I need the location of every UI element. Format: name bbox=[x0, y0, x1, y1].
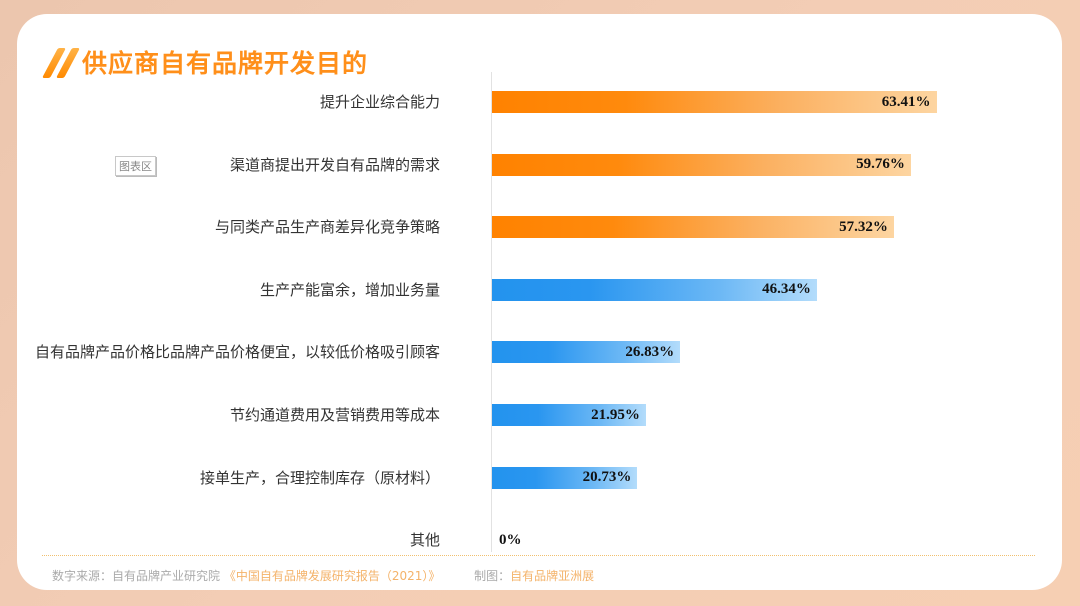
bar[interactable]: 63.41% bbox=[492, 91, 937, 113]
bar[interactable]: 26.83% bbox=[492, 341, 681, 364]
value-label: 26.83% bbox=[625, 343, 675, 360]
bar-row[interactable]: 自有品牌产品价格比品牌产品价格便宜，以较低价格吸引顾客 26.83% bbox=[0, 340, 1045, 364]
source-org: 自有品牌产业研究院 bbox=[112, 569, 221, 583]
value-label: 57.32% bbox=[839, 218, 888, 235]
value-label: 21.95% bbox=[591, 406, 640, 423]
category-label: 生产产能富余，增加业务量 bbox=[259, 280, 440, 299]
double-slash-icon bbox=[40, 44, 80, 80]
bar[interactable]: 21.95% bbox=[492, 404, 646, 426]
bar-row[interactable]: 节约通道费用及营销费用等成本 21.95% bbox=[0, 403, 1045, 427]
category-label: 其他 bbox=[409, 531, 440, 550]
bar[interactable]: 57.32% bbox=[492, 216, 894, 239]
category-label: 自有品牌产品价格比品牌产品价格便宜，以较低价格吸引顾客 bbox=[34, 343, 440, 362]
bar[interactable]: 59.76% bbox=[492, 153, 911, 176]
value-label: 63.41% bbox=[881, 93, 931, 110]
category-label: 提升企业综合能力 bbox=[319, 93, 440, 111]
category-axis-line bbox=[491, 72, 492, 552]
bar-row[interactable]: 提升企业综合能力 63.41% bbox=[0, 90, 1045, 114]
made-by-label: 制图： bbox=[474, 569, 511, 583]
category-label: 节约通道费用及营销费用等成本 bbox=[229, 406, 440, 424]
category-label: 与同类产品生产商差异化竞争策略 bbox=[214, 218, 440, 237]
value-label: 20.73% bbox=[582, 469, 632, 486]
footer-source: 数字来源：自有品牌产业研究院 《中国自有品牌发展研究报告（2021）》 制图：自… bbox=[52, 567, 594, 584]
category-label: 渠道商提出开发自有品牌的需求 bbox=[229, 155, 440, 174]
bar[interactable]: 46.34% bbox=[492, 278, 817, 301]
source-report: 《中国自有品牌发展研究报告（2021）》 bbox=[223, 569, 441, 583]
bar-row[interactable]: 渠道商提出开发自有品牌的需求 59.76% bbox=[0, 153, 1045, 177]
chart-title: 供应商自有品牌开发目的 bbox=[82, 49, 369, 78]
value-label: 0% bbox=[499, 532, 522, 549]
source-label: 数字来源： bbox=[52, 569, 113, 583]
bar-row[interactable]: 与同类产品生产商差异化竞争策略 57.32% bbox=[0, 215, 1045, 239]
bar-row[interactable]: 生产产能富余，增加业务量 46.34% bbox=[0, 278, 1045, 302]
footer-divider bbox=[42, 555, 1035, 556]
title-block: 供应商自有品牌开发目的 bbox=[40, 44, 368, 80]
category-label: 接单生产，合理控制库存（原材料） bbox=[199, 468, 440, 487]
value-label: 59.76% bbox=[856, 156, 905, 173]
bar[interactable]: 20.73% bbox=[492, 466, 638, 489]
bar-row[interactable]: 其他 0% bbox=[0, 528, 1045, 552]
value-label: 46.34% bbox=[762, 281, 811, 298]
chart-area-tag[interactable]: 图表区 bbox=[115, 156, 156, 176]
made-by: 自有品牌亚洲展 bbox=[510, 569, 595, 583]
bar-row[interactable]: 接单生产，合理控制库存（原材料） 20.73% bbox=[0, 466, 1045, 490]
